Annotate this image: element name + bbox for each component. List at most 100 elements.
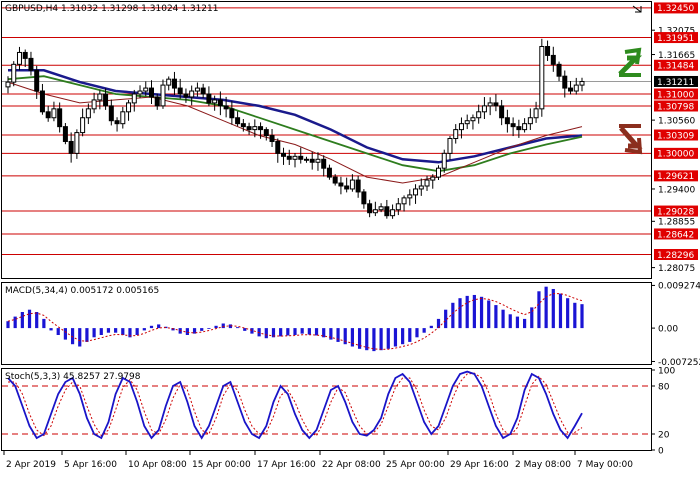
macd-bar (487, 300, 491, 329)
macd-bar (501, 309, 505, 329)
macd-bar (401, 328, 405, 345)
macd-bar (580, 304, 584, 329)
macd-bar (314, 328, 319, 336)
candle-bear (183, 93, 189, 98)
chart-menu-icon[interactable] (632, 5, 642, 13)
macd-bar (530, 307, 534, 329)
macd-bar (357, 328, 362, 349)
macd-bar (508, 314, 512, 329)
macd-bar (70, 328, 75, 345)
macd-bar (56, 328, 60, 336)
candle-bull (131, 93, 137, 104)
arrow-up-icon (618, 47, 643, 77)
macd-bar (149, 325, 154, 329)
candle-bear (298, 155, 304, 160)
price-label-bg (654, 147, 698, 159)
price-label: 1.31484 (657, 62, 694, 72)
x-tick-label: 2 May 08:00 (515, 460, 571, 470)
candle-bear (154, 96, 160, 107)
candle-bear (545, 46, 551, 56)
macd-bar (451, 302, 455, 329)
main-panel-frame (1, 1, 652, 279)
candle-bear (321, 158, 327, 169)
macd-bar (379, 328, 383, 351)
macd-bar (78, 328, 82, 347)
macd-bar (49, 328, 53, 331)
price-label-bg (654, 205, 698, 217)
macd-bar (372, 328, 376, 352)
candle-bull (292, 155, 298, 160)
candle-bull (533, 108, 539, 119)
price-label: 1.30000 (657, 150, 694, 160)
price-label-bg (654, 228, 698, 240)
macd-tick-label: -0.007252 (658, 358, 700, 368)
stoch-tick-label: 80 (658, 382, 670, 392)
macd-bar (279, 328, 283, 337)
stoch-main-line (7, 370, 583, 440)
macd-bar (63, 328, 67, 340)
candle-bull (453, 129, 459, 140)
candle-bull (401, 197, 407, 205)
candle-bull (166, 78, 172, 86)
macd-bar (444, 309, 448, 329)
candle-bull (481, 105, 487, 113)
candle-bull (74, 132, 80, 154)
candle-bull (212, 99, 218, 104)
macd-bar (106, 328, 111, 333)
candle-bull (160, 84, 166, 107)
candle-bull (522, 123, 528, 131)
macd-bar (85, 328, 89, 342)
candle-bear (556, 63, 562, 77)
stoch-tick-label: 20 (658, 430, 670, 440)
macd-bar (286, 328, 290, 336)
candle-bull (539, 46, 545, 110)
macd-bar (537, 291, 541, 329)
price-label-bg (654, 2, 698, 14)
candle-bull (436, 167, 441, 178)
candle-bull (476, 111, 482, 119)
price-tick-label: 1.28075 (658, 264, 695, 274)
price-label: 1.28296 (657, 251, 694, 261)
price-label: 1.28642 (657, 230, 694, 240)
candle-bear (177, 87, 183, 95)
candle-bear (22, 51, 28, 59)
price-tick-label: 1.29400 (658, 185, 695, 195)
candle-bear (200, 87, 206, 95)
candle-bull (189, 90, 195, 98)
price-label: 1.31211 (657, 78, 694, 88)
candle-bear (361, 191, 367, 205)
candle-bear (45, 111, 51, 119)
macd-bar (350, 328, 354, 347)
macd-bar (135, 328, 139, 336)
candle-bull (303, 158, 309, 161)
candle-bear (28, 57, 34, 71)
candle-bear (338, 182, 344, 187)
price-label-bg (654, 248, 698, 260)
candle-bear (62, 126, 68, 142)
arrow-down-icon (619, 124, 643, 155)
price-label-bg (654, 170, 698, 182)
x-tick-label: 15 Apr 00:00 (192, 460, 251, 470)
candle-bear (206, 93, 212, 104)
candle-bear (367, 203, 373, 214)
candle-bear (309, 158, 315, 163)
macd-bar (27, 309, 32, 329)
candle-bull (120, 111, 126, 125)
candle-bull (527, 117, 533, 125)
candle-bear (355, 179, 361, 193)
macd-tick-label: 0.009274 (658, 282, 700, 292)
x-tick-label: 22 Apr 08:00 (322, 460, 381, 470)
candle-bear (344, 185, 350, 190)
price-tick-label: 1.30560 (658, 116, 695, 126)
macd-bar (479, 296, 484, 329)
macd-signal-line (7, 293, 583, 350)
macd-bar (386, 328, 390, 349)
x-tick-label: 17 Apr 16:00 (257, 460, 316, 470)
candle-bull (315, 158, 321, 163)
price-tick-label: 1.31665 (658, 51, 695, 61)
candle-bear (568, 87, 574, 92)
macd-bar (99, 328, 103, 336)
candle-bull (487, 102, 493, 107)
